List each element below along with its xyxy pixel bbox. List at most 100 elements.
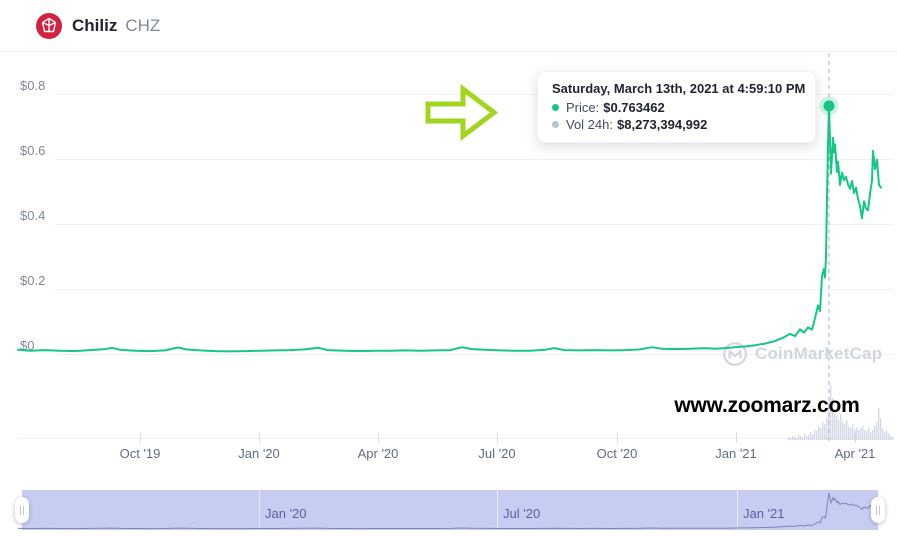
volume-series-dot-icon [552, 121, 559, 128]
volume-bar [858, 430, 860, 440]
brush-mini-line [17, 493, 882, 530]
volume-bar [846, 420, 848, 440]
brush-axis-label: Jul '20 [503, 506, 541, 521]
volume-bar [812, 434, 814, 440]
volume-bar [798, 435, 800, 440]
x-axis-label: Oct '20 [596, 446, 638, 461]
volume-bar [802, 437, 804, 440]
chart-header: Chiliz CHZ [0, 0, 897, 52]
tooltip-volume-row: Vol 24h: $8,273,394,992 [552, 117, 801, 132]
volume-bar [850, 428, 852, 440]
brush-gridline [259, 490, 260, 530]
brush-handle-right[interactable] [871, 497, 885, 523]
volume-bar [862, 426, 864, 440]
volume-bar [804, 434, 806, 440]
volume-bar [852, 424, 854, 440]
tooltip-volume-value: $8,273,394,992 [617, 117, 708, 132]
y-axis-label: $0.2 [20, 273, 46, 288]
brush-gridline [737, 490, 738, 530]
x-axis-label: Apr '21 [834, 446, 876, 461]
gridline [55, 224, 893, 225]
volume-bar [806, 436, 808, 440]
coin-name: Chiliz [72, 15, 118, 35]
x-axis-label: Jan '21 [715, 446, 757, 461]
y-axis-label: $0 [20, 338, 35, 353]
coinmarketcap-logo-icon [723, 342, 747, 366]
zoomarz-watermark: www.zoomarz.com [674, 394, 860, 417]
volume-bar [830, 385, 832, 440]
x-axis-tick [140, 433, 141, 443]
volume-bar [818, 426, 820, 440]
volume-bar [874, 426, 876, 440]
volume-bar [792, 436, 794, 440]
x-axis-label: Jul '20 [478, 446, 516, 461]
volume-bar [826, 418, 828, 440]
x-axis-tick [855, 433, 856, 443]
volume-bar [844, 424, 846, 440]
volume-bar [870, 432, 872, 440]
volume-bar [866, 431, 868, 440]
tooltip-date: Saturday, March 13th, 2021 at 4:59:10 PM [552, 81, 806, 96]
price-series-dot-icon [552, 104, 559, 111]
selected-point-marker [823, 100, 835, 112]
volume-bar [814, 430, 816, 440]
x-axis-tick [617, 433, 618, 443]
y-axis-label: $0.6 [20, 143, 46, 158]
brush-axis-label: Jan '20 [265, 506, 307, 521]
volume-bar [878, 408, 880, 440]
x-axis-label: Jan '20 [238, 446, 280, 461]
volume-bar [856, 427, 858, 440]
volume-bar [884, 432, 886, 440]
y-axis-label: $0.4 [20, 208, 46, 223]
chiliz-logo-icon [36, 12, 62, 39]
volume-bar [838, 420, 840, 440]
volume-bar [816, 431, 818, 440]
price-line [17, 104, 882, 353]
volume-bar [796, 438, 798, 440]
volume-bar [810, 432, 812, 440]
brush-axis-label: Jan '21 [743, 506, 785, 521]
volume-bar [882, 428, 884, 440]
volume-bar [824, 424, 826, 440]
volume-bar [790, 438, 792, 440]
tooltip-volume-label: Vol 24h: [566, 117, 613, 132]
volume-bar [842, 422, 844, 440]
gridline [55, 159, 893, 160]
chart-tooltip: Saturday, March 13th, 2021 at 4:59:10 PM… [537, 71, 816, 143]
volume-bar [876, 422, 878, 440]
x-axis-tick [736, 433, 737, 443]
x-axis-label: Apr '20 [357, 446, 399, 461]
volume-bar [840, 414, 842, 440]
tooltip-price-label: Price: [566, 100, 600, 115]
volume-bar [848, 426, 850, 440]
y-axis-label: $0.8 [20, 78, 46, 93]
x-axis-tick [259, 433, 260, 443]
brush-gridline [497, 490, 498, 530]
volume-bar [880, 418, 882, 440]
x-axis-line [18, 438, 893, 439]
volume-bar [868, 428, 870, 440]
annotation-arrow-icon [425, 84, 498, 141]
timeline-brush[interactable]: Jan '20 Jul '20 Jan '21 [22, 490, 878, 530]
coinmarketcap-watermark: CoinMarketCap [722, 341, 882, 367]
coin-symbol: CHZ [125, 15, 161, 35]
brush-handle-left[interactable] [15, 497, 29, 523]
volume-bar [820, 428, 822, 440]
volume-bar [888, 434, 890, 440]
volume-bar [886, 430, 888, 440]
volume-bar [788, 437, 790, 440]
volume-bar [892, 437, 894, 440]
volume-bar [834, 410, 836, 440]
volume-bar [794, 437, 796, 440]
gridline [55, 354, 893, 355]
x-axis-tick [497, 433, 498, 443]
x-axis-tick [378, 433, 379, 443]
tooltip-price-value: $0.763462 [603, 100, 665, 115]
volume-bar [864, 430, 866, 440]
volume-bar [860, 428, 862, 440]
volume-bar [854, 429, 856, 440]
volume-bar [808, 435, 810, 440]
gridline [55, 289, 893, 290]
